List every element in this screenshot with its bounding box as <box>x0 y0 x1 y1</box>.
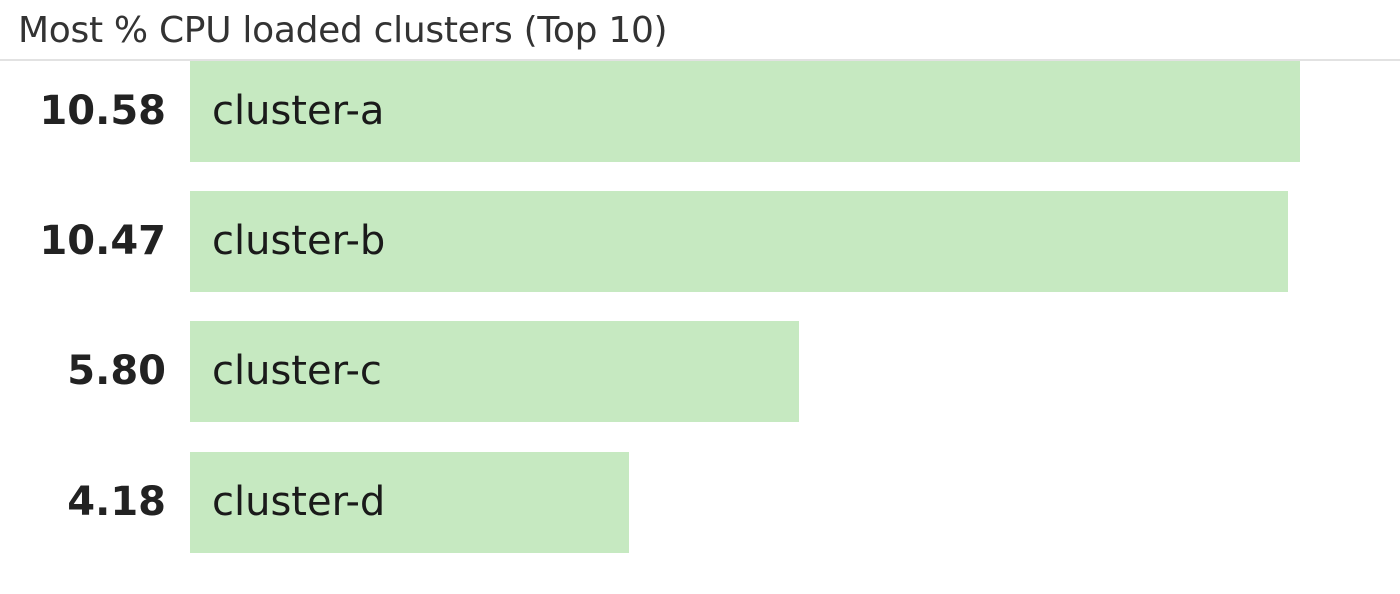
toplist-row[interactable]: 4.18 cluster-d <box>0 452 1400 553</box>
widget-title: Most % CPU loaded clusters (Top 10) <box>18 10 668 51</box>
toplist-row[interactable]: 5.80 cluster-c <box>0 321 1400 422</box>
toplist-row[interactable]: 10.58 cluster-a <box>0 61 1400 162</box>
bar[interactable] <box>190 61 1300 162</box>
value-label: 4.18 <box>67 479 166 525</box>
bar[interactable] <box>190 191 1289 292</box>
toplist-row[interactable]: 10.47 cluster-b <box>0 191 1400 292</box>
title-divider <box>0 59 1400 61</box>
category-label: cluster-c <box>212 348 382 394</box>
value-label: 10.58 <box>39 88 166 134</box>
value-label: 10.47 <box>39 218 166 264</box>
bar[interactable] <box>190 452 629 553</box>
category-label: cluster-d <box>212 479 386 525</box>
category-label: cluster-b <box>212 218 386 264</box>
bar[interactable] <box>190 321 799 422</box>
category-label: cluster-a <box>212 88 385 134</box>
value-label: 5.80 <box>67 348 166 394</box>
